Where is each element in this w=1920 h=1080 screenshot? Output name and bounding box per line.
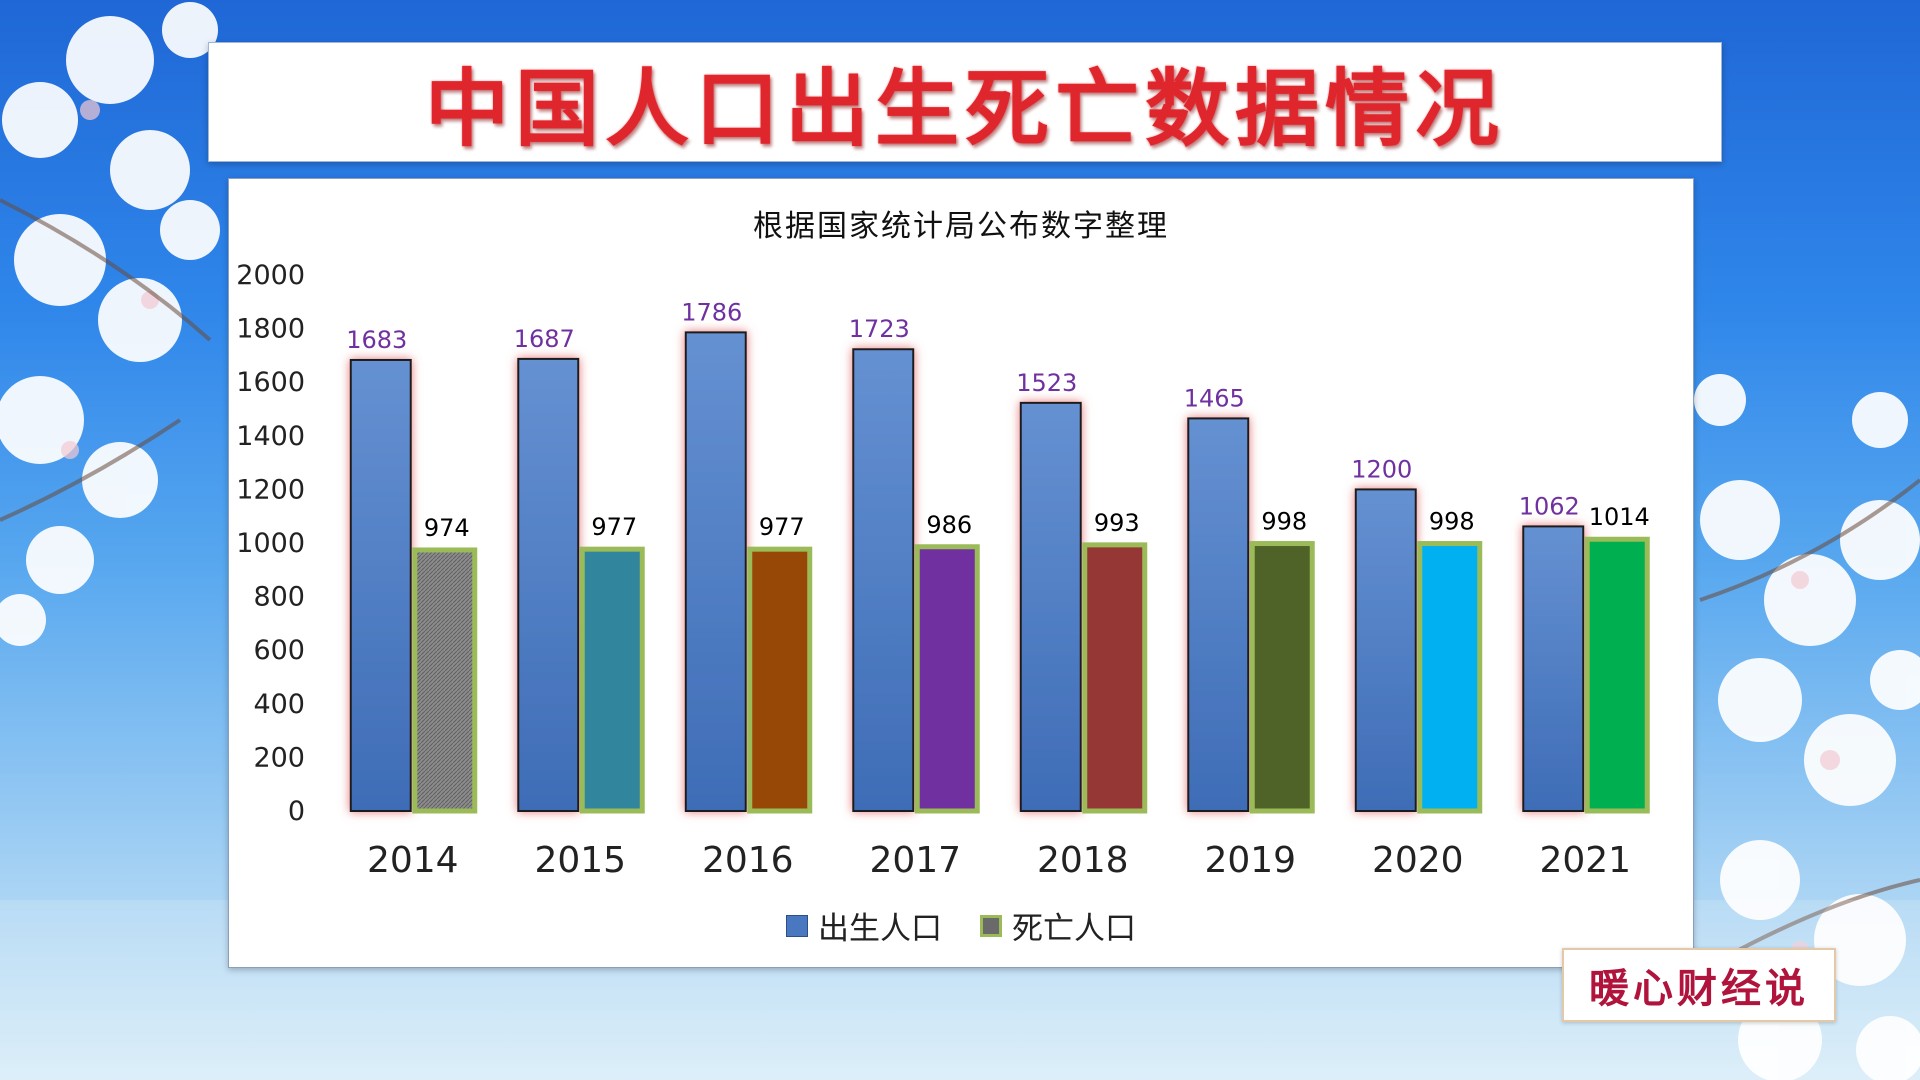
chart-title: 根据国家统计局公布数字整理 bbox=[753, 209, 1169, 244]
death-value-label: 974 bbox=[424, 514, 470, 542]
x-tick-label: 2015 bbox=[534, 840, 626, 881]
legend-swatch-births bbox=[786, 914, 808, 937]
x-tick-label: 2019 bbox=[1204, 840, 1296, 881]
y-tick-label: 400 bbox=[253, 689, 305, 720]
death-value-label: 998 bbox=[1429, 508, 1475, 536]
death-bar-2020 bbox=[1417, 541, 1483, 814]
y-tick-label: 200 bbox=[253, 742, 305, 773]
death-value-label: 1014 bbox=[1589, 503, 1650, 531]
x-tick-label: 2014 bbox=[367, 840, 459, 881]
birth-value-label: 1687 bbox=[514, 325, 575, 353]
y-tick-label: 0 bbox=[288, 796, 305, 827]
x-tick-label: 2016 bbox=[702, 840, 794, 881]
birth-bar-2017 bbox=[852, 348, 915, 812]
watermark-text: 暖心财经说 bbox=[1589, 965, 1809, 1012]
legend-label-deaths: 死亡人口 bbox=[1012, 911, 1136, 947]
y-tick-label: 800 bbox=[253, 582, 305, 613]
death-bar-2015 bbox=[579, 546, 645, 814]
death-bar-2014 bbox=[412, 547, 478, 814]
y-tick-label: 1600 bbox=[236, 367, 305, 398]
title-banner: 中国人口出生死亡数据情况 bbox=[208, 42, 1722, 162]
legend-swatch-deaths bbox=[980, 914, 1002, 937]
x-tick-label: 2020 bbox=[1372, 840, 1464, 881]
birth-bar-2014 bbox=[349, 358, 412, 812]
death-bar-2016 bbox=[747, 546, 813, 814]
birth-value-label: 1062 bbox=[1519, 492, 1580, 520]
death-value-label: 986 bbox=[926, 511, 972, 539]
birth-value-label: 1200 bbox=[1351, 455, 1412, 483]
legend-item-deaths: 死亡人口 bbox=[980, 903, 1136, 948]
legend-item-births: 出生人口 bbox=[786, 903, 942, 948]
y-tick-label: 1200 bbox=[236, 474, 305, 505]
death-bar-2017 bbox=[914, 544, 980, 814]
death-bar-2018 bbox=[1082, 542, 1148, 814]
watermark-badge: 暖心财经说 bbox=[1562, 948, 1836, 1022]
death-value-label: 993 bbox=[1094, 509, 1140, 537]
death-bar-2019 bbox=[1249, 541, 1315, 814]
y-tick-label: 1400 bbox=[236, 421, 305, 452]
page-title: 中国人口出生死亡数据情况 bbox=[424, 59, 1505, 158]
y-tick-label: 600 bbox=[253, 635, 305, 666]
birth-bar-2020 bbox=[1354, 488, 1417, 812]
birth-value-label: 1683 bbox=[346, 326, 407, 354]
birth-bar-2019 bbox=[1187, 417, 1250, 812]
birth-bar-2021 bbox=[1522, 525, 1585, 812]
bar-series-group: 1683 974 1687 977 1786 977 1723 986 1523 993 1465 9… bbox=[346, 298, 1650, 814]
y-tick-label: 2000 bbox=[236, 260, 305, 291]
x-axis-tick-labels: 2014 2015 2016 2017 2018 2019 2020 2021 bbox=[367, 840, 1631, 881]
birth-value-label: 1723 bbox=[849, 315, 910, 343]
birth-value-label: 1465 bbox=[1184, 384, 1245, 412]
chart-legend: 出生人口 死亡人口 bbox=[229, 903, 1693, 948]
x-tick-label: 2017 bbox=[869, 840, 961, 881]
birth-bar-2015 bbox=[517, 357, 580, 812]
y-tick-label: 1000 bbox=[236, 528, 305, 559]
y-tick-label: 1800 bbox=[236, 314, 305, 345]
death-bar-2021 bbox=[1584, 536, 1650, 814]
chart-panel: 0 200 400 600 800 1000 1200 1400 1600 1800 2000 16… bbox=[228, 178, 1694, 968]
birth-bar-2018 bbox=[1019, 401, 1082, 812]
y-axis-tick-labels: 0 200 400 600 800 1000 1200 1400 1600 1800 2000 bbox=[236, 260, 305, 827]
bar-chart: 0 200 400 600 800 1000 1200 1400 1600 1800 2000 16… bbox=[236, 260, 1650, 881]
birth-value-label: 1523 bbox=[1016, 369, 1077, 397]
death-value-label: 977 bbox=[591, 513, 637, 541]
birth-bar-2016 bbox=[684, 331, 747, 813]
death-value-label: 998 bbox=[1261, 508, 1307, 536]
birth-value-label: 1786 bbox=[681, 298, 742, 326]
x-tick-label: 2018 bbox=[1037, 840, 1129, 881]
death-value-label: 977 bbox=[759, 513, 805, 541]
legend-label-births: 出生人口 bbox=[818, 911, 942, 947]
x-tick-label: 2021 bbox=[1539, 840, 1631, 881]
